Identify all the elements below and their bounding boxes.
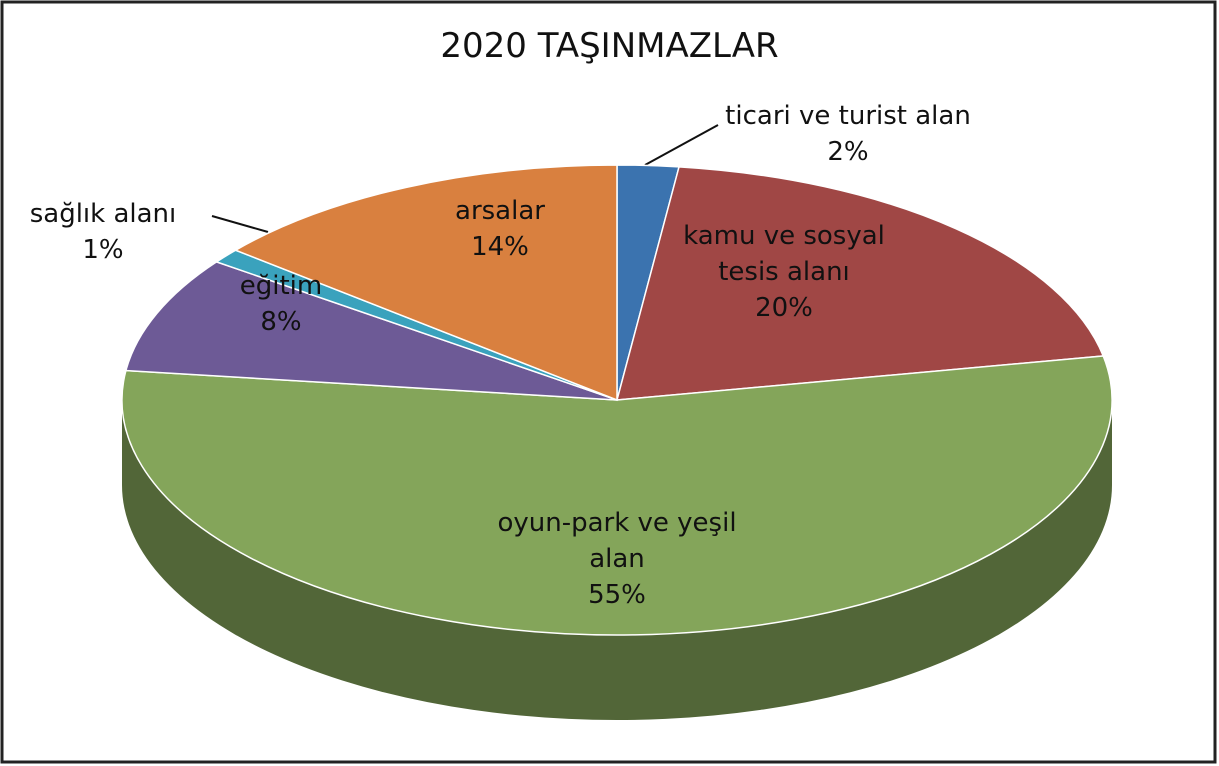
data-label: oyun-park ve yeşil alan 55%: [487, 505, 747, 613]
category-label: kamu ve sosyal tesis alanı: [683, 221, 885, 287]
slice: [121, 355, 1113, 636]
data-label: ticari ve turist alan 2%: [698, 98, 998, 170]
value-label: 2%: [827, 137, 869, 167]
data-label: arsalar 14%: [420, 193, 580, 265]
slice-side: [122, 400, 1112, 720]
slice: [233, 164, 618, 402]
leader-line: [211, 215, 269, 233]
category-label: sağlık alanı: [29, 199, 177, 229]
value-label: 20%: [755, 293, 813, 323]
slice: [124, 261, 618, 401]
category-label: eğitim: [239, 271, 323, 301]
data-label: eğitim 8%: [201, 268, 361, 340]
slice: [615, 166, 1105, 401]
category-label: arsalar: [455, 196, 545, 226]
value-label: 55%: [588, 580, 646, 610]
value-label: 1%: [82, 235, 124, 265]
value-label: 8%: [260, 307, 302, 337]
data-label: sağlık alanı 1%: [13, 196, 193, 268]
leader-line: [644, 124, 719, 166]
chart-title: 2020 TAŞINMAZLAR: [440, 26, 779, 66]
category-label: ticari ve turist alan: [725, 101, 971, 131]
data-label: kamu ve sosyal tesis alanı 20%: [669, 218, 899, 326]
category-label: oyun-park ve yeşil alan: [497, 508, 737, 574]
pie-sides: [122, 400, 1112, 720]
value-label: 14%: [471, 232, 529, 262]
